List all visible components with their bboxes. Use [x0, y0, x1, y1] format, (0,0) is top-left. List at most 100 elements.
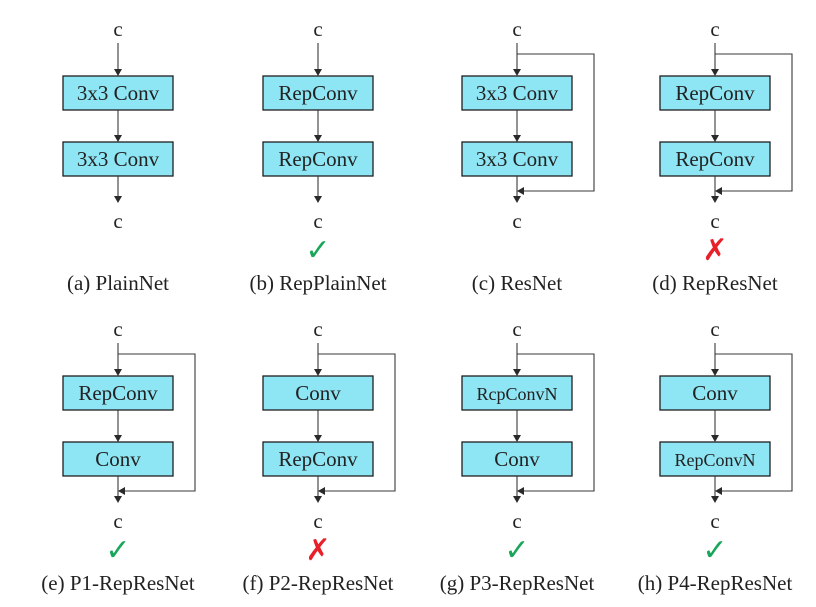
block-bottom — [461, 441, 573, 477]
block-bottom-label: RepConv — [278, 447, 358, 471]
skip-connection-head — [715, 487, 722, 495]
panel-c: c 3x3 Conv 3x3 Conv c (c) ResNet — [461, 17, 595, 295]
output-arrow-head — [114, 496, 122, 503]
block-bottom — [62, 441, 174, 477]
skip-connection — [715, 353, 793, 492]
skip-connection-head — [517, 187, 524, 195]
output-arrow-head — [114, 196, 122, 203]
input-label: c — [512, 317, 521, 341]
block-bottom-label: Conv — [95, 447, 141, 471]
block-bottom-label: RepConv — [675, 147, 755, 171]
input-label: c — [113, 317, 122, 341]
output-arrow-head — [314, 496, 322, 503]
block-top-label: RcpConvN — [477, 384, 558, 404]
input-arrow-head — [513, 369, 521, 376]
skip-connection — [318, 353, 396, 492]
cross-icon: ✗ — [702, 233, 727, 268]
block-top-label: Conv — [295, 381, 341, 405]
skip-connection-head — [715, 187, 722, 195]
middle-arrow-head — [114, 435, 122, 442]
panel-caption: (h) P4-RepResNet — [638, 571, 793, 595]
input-arrow-head — [314, 369, 322, 376]
panel-caption: (a) PlainNet — [67, 271, 169, 295]
middle-arrow-head — [711, 435, 719, 442]
output-arrow-head — [513, 496, 521, 503]
panel-a: c 3x3 Conv 3x3 Conv c (a) PlainNet — [62, 17, 174, 295]
input-arrow-head — [114, 369, 122, 376]
block-bottom — [262, 141, 374, 177]
input-arrow-head — [314, 69, 322, 76]
panel-caption: (c) ResNet — [472, 271, 563, 295]
block-top — [62, 375, 174, 411]
input-label: c — [710, 17, 719, 41]
output-label: c — [313, 509, 322, 533]
input-arrow-head — [711, 369, 719, 376]
panel-caption: (f) P2-RepResNet — [242, 571, 393, 595]
input-label: c — [313, 317, 322, 341]
block-bottom — [461, 141, 573, 177]
block-bottom — [659, 441, 771, 477]
output-arrow-head — [711, 496, 719, 503]
middle-arrow-head — [513, 135, 521, 142]
middle-arrow-head — [314, 435, 322, 442]
skip-connection — [517, 53, 595, 192]
check-icon: ✓ — [702, 533, 727, 568]
output-label: c — [710, 509, 719, 533]
middle-arrow-head — [711, 135, 719, 142]
block-top-label: RepConv — [675, 81, 755, 105]
input-label: c — [113, 17, 122, 41]
output-label: c — [113, 509, 122, 533]
block-bottom-label: RepConvN — [675, 450, 756, 470]
block-bottom-label: Conv — [494, 447, 540, 471]
block-top-label: Conv — [692, 381, 738, 405]
block-top — [461, 75, 573, 111]
middle-arrow-head — [114, 135, 122, 142]
block-bottom — [262, 441, 374, 477]
block-bottom — [62, 141, 174, 177]
output-arrow-head — [314, 196, 322, 203]
block-top — [262, 375, 374, 411]
check-icon: ✓ — [105, 533, 130, 568]
input-arrow-head — [513, 69, 521, 76]
output-label: c — [113, 209, 122, 233]
input-arrow-head — [711, 69, 719, 76]
output-label: c — [313, 209, 322, 233]
cross-icon: ✗ — [305, 533, 330, 568]
output-arrow-head — [711, 196, 719, 203]
input-label: c — [512, 17, 521, 41]
skip-connection-head — [517, 487, 524, 495]
panel-caption: (b) RepPlainNet — [249, 271, 386, 295]
skip-connection — [517, 353, 595, 492]
block-bottom-label: 3x3 Conv — [476, 147, 559, 171]
input-label: c — [313, 17, 322, 41]
output-label: c — [512, 509, 521, 533]
block-bottom-label: RepConv — [278, 147, 358, 171]
output-arrow-head — [513, 196, 521, 203]
output-label: c — [512, 209, 521, 233]
block-top-label: 3x3 Conv — [77, 81, 160, 105]
skip-connection — [715, 53, 793, 192]
block-top-label: RepConv — [278, 81, 358, 105]
check-icon: ✓ — [305, 233, 330, 268]
skip-connection — [118, 353, 196, 492]
output-label: c — [710, 209, 719, 233]
middle-arrow-head — [513, 435, 521, 442]
block-top — [659, 75, 771, 111]
input-label: c — [710, 317, 719, 341]
check-icon: ✓ — [504, 533, 529, 568]
panel-caption: (d) RepResNet — [652, 271, 778, 295]
middle-arrow-head — [314, 135, 322, 142]
block-top-label: 3x3 Conv — [476, 81, 559, 105]
panel-caption: (e) P1-RepResNet — [41, 571, 195, 595]
block-top — [262, 75, 374, 111]
input-arrow-head — [114, 69, 122, 76]
block-bottom-label: 3x3 Conv — [77, 147, 160, 171]
